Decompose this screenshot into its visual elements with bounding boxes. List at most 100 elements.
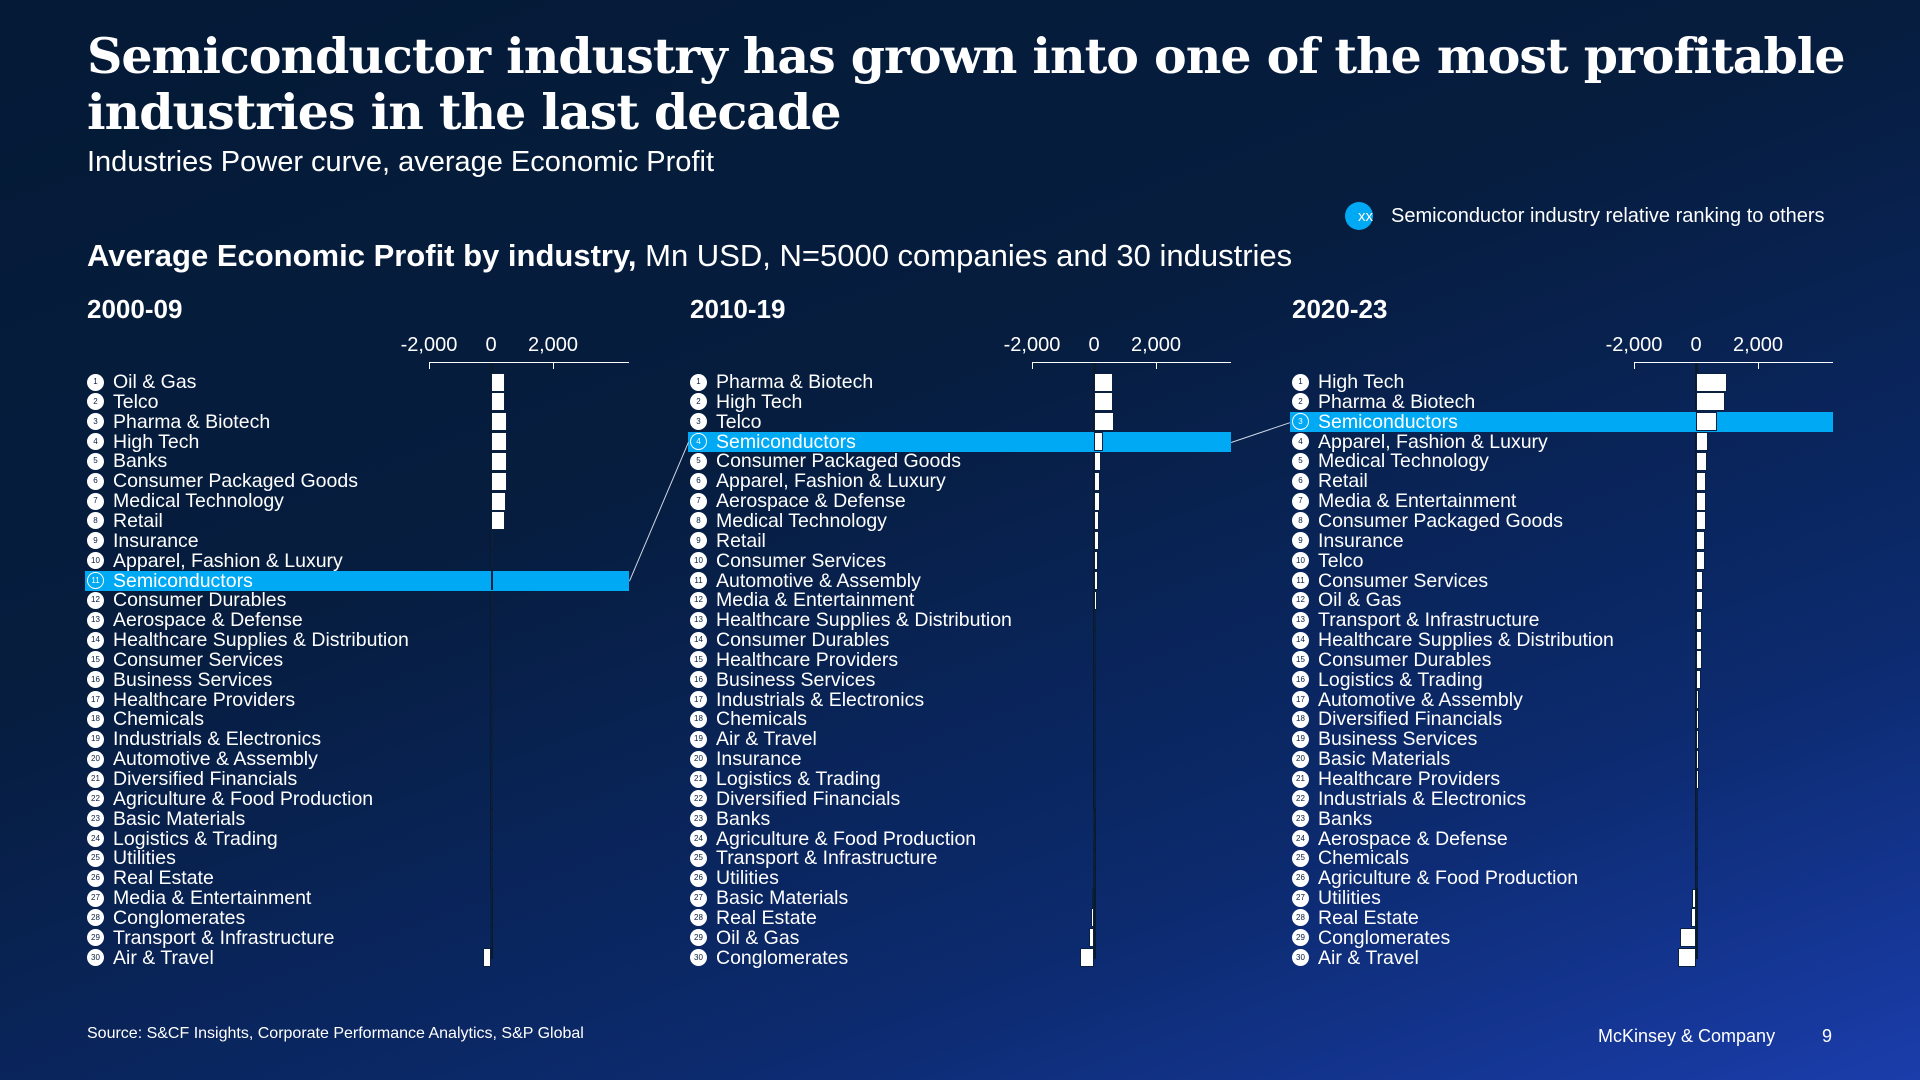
industry-row: 19 Industrials & Electronics [87, 729, 321, 749]
industry-label: Medical Technology [716, 509, 887, 532]
data-bar [1691, 888, 1696, 908]
industry-label: Consumer Durables [716, 629, 890, 652]
section-heading-rest: Mn USD, N=5000 companies and 30 industri… [636, 238, 1293, 273]
industry-row: 6 Retail [1292, 471, 1368, 491]
panel-title: 2000-09 [87, 294, 183, 324]
data-bar [1094, 392, 1114, 412]
data-bar [491, 650, 493, 670]
data-bar [1696, 531, 1705, 551]
industry-label: Air & Travel [716, 728, 817, 751]
data-bar [1090, 908, 1094, 928]
industry-row: 9 Insurance [1292, 531, 1404, 551]
data-bar [1691, 908, 1696, 928]
industry-row: 25 Transport & Infrastructure [690, 848, 937, 868]
rank-badge: 15 [1292, 651, 1309, 669]
axis-tick-mark [429, 362, 430, 369]
industry-label: Retail [1318, 470, 1368, 493]
industry-row: 3 Semiconductors [1292, 412, 1458, 432]
data-bar [483, 948, 491, 968]
data-bar [1094, 749, 1096, 769]
rank-badge: 10 [690, 552, 707, 570]
industry-label: Business Services [716, 668, 876, 691]
legend: xx Semiconductor industry relative ranki… [1345, 202, 1825, 230]
data-bar [1094, 491, 1101, 511]
rank-badge: 28 [690, 909, 707, 927]
data-bar [491, 709, 493, 729]
industry-label: Air & Travel [113, 946, 214, 969]
industry-row: 13 Aerospace & Defense [87, 610, 303, 630]
data-bar [1094, 511, 1099, 531]
industry-row: 16 Business Services [690, 670, 875, 690]
rank-badge: 16 [1292, 671, 1309, 689]
rank-badge: 30 [690, 949, 707, 967]
industry-row: 2 Pharma & Biotech [1292, 392, 1475, 412]
industry-row: 1 Pharma & Biotech [690, 372, 873, 392]
industry-row: 24 Aerospace & Defense [1292, 829, 1508, 849]
industry-row: 29 Oil & Gas [690, 928, 799, 948]
axis-tick-label: 2,000 [1732, 334, 1784, 356]
industry-row: 22 Industrials & Electronics [1292, 789, 1526, 809]
axis-tick-label: -2,000 [1003, 334, 1061, 356]
data-bar [1696, 511, 1706, 531]
rank-badge: 26 [1292, 869, 1309, 887]
industry-row: 13 Transport & Infrastructure [1292, 610, 1539, 630]
data-bar [491, 372, 505, 392]
data-bar [491, 868, 493, 888]
data-bar [1696, 610, 1702, 630]
rank-badge: 22 [87, 790, 104, 808]
industry-label: Logistics & Trading [716, 768, 881, 790]
data-bar [491, 829, 493, 849]
rank-badge: 18 [1292, 710, 1309, 728]
rank-badge: 26 [87, 869, 104, 887]
data-bar [1696, 848, 1698, 868]
rank-badge: 21 [87, 770, 104, 788]
industry-label: Automotive & Assembly [1318, 688, 1523, 711]
industry-label: Industrials & Electronics [716, 688, 925, 711]
x-axis [1032, 362, 1231, 363]
rank-badge: 12 [87, 591, 104, 609]
panel-title: 2020-23 [1292, 294, 1388, 324]
rank-badge: 4 [87, 433, 104, 451]
data-bar [1094, 709, 1096, 729]
data-bar [1696, 412, 1718, 432]
section-heading: Average Economic Profit by industry, Mn … [87, 238, 1292, 274]
section-heading-bold: Average Economic Profit by industry, [87, 238, 637, 273]
rank-badge: 7 [87, 492, 104, 510]
industry-row: 15 Consumer Services [87, 650, 283, 670]
highlight-bar [85, 570, 629, 591]
data-bar [1094, 670, 1096, 690]
rank-badge: 18 [87, 710, 104, 728]
source-note: Source: S&CF Insights, Corporate Perform… [87, 1025, 584, 1042]
industry-row: 29 Transport & Infrastructure [87, 928, 334, 948]
industry-label: Consumer Services [1318, 569, 1489, 592]
rank-badge: 24 [87, 830, 104, 848]
industry-label: Pharma & Biotech [1318, 390, 1476, 413]
rank-badge: 5 [690, 452, 707, 470]
data-bar [1696, 451, 1707, 471]
rank-badge: 18 [690, 710, 707, 728]
industry-label: Basic Materials [113, 807, 246, 830]
industry-row: 30 Air & Travel [1292, 948, 1419, 968]
industry-row: 19 Air & Travel [690, 729, 817, 749]
data-bar [491, 749, 493, 769]
industry-row: 3 Telco [690, 412, 762, 432]
industry-label: Logistics & Trading [113, 827, 278, 850]
industry-row: 21 Diversified Financials [87, 769, 297, 789]
industry-row: 1 High Tech [1292, 372, 1404, 392]
industry-label: Media & Entertainment [1318, 490, 1517, 513]
industry-row: 23 Banks [1292, 809, 1372, 829]
industry-label: Media & Entertainment [113, 887, 312, 910]
rank-badge: 6 [690, 472, 707, 490]
industry-label: Aerospace & Defense [113, 609, 303, 632]
industry-label: Healthcare Supplies & Distribution [716, 609, 1012, 632]
industry-row: 21 Healthcare Providers [1292, 769, 1500, 789]
axis-tick-mark [1758, 362, 1759, 369]
industry-label: Medical Technology [113, 490, 284, 513]
data-bar [1696, 749, 1700, 769]
data-bar [1696, 571, 1703, 590]
industry-row: 26 Real Estate [87, 868, 214, 888]
data-bar [1092, 809, 1095, 829]
industry-label: Conglomerates [1318, 926, 1451, 949]
data-bar [1094, 531, 1099, 551]
data-bar [1696, 590, 1703, 610]
